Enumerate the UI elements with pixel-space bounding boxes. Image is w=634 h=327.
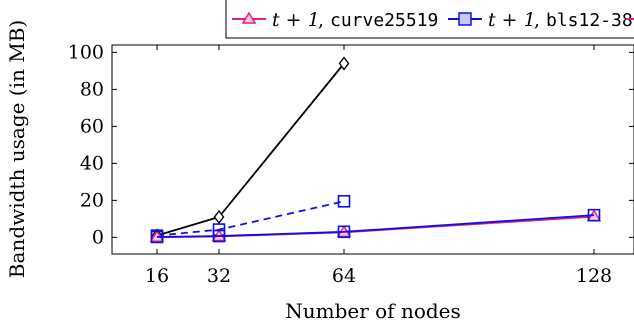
x-tick-label: 64: [332, 265, 356, 287]
x-axis-title: Number of nodes: [285, 299, 461, 323]
plot-frame: [111, 44, 634, 255]
x-tick-label: 32: [207, 265, 231, 287]
series-line-2: [156, 200, 345, 237]
legend-entry-bls12-381: t + 1 , bls12-381: [448, 9, 634, 31]
series-group: [149, 56, 602, 244]
square-marker: [587, 208, 601, 222]
legend-entry-curve25519: t + 1 , curve25519: [232, 9, 438, 31]
y-axis: 0 20 40 60 80 100: [68, 41, 634, 248]
diamond-marker: [338, 56, 350, 71]
y-tick-label: 40: [80, 152, 104, 174]
legend: t + 1 , curve25519 t + 1 , bls12-381: [225, 0, 634, 39]
legend-square-marker: [458, 12, 472, 26]
legend-label-sep-1: ,: [318, 9, 324, 31]
y-tick-label: 80: [80, 78, 104, 100]
legend-label-var-1: t + 1: [272, 9, 320, 31]
legend-triangle-marker: [241, 11, 257, 24]
legend-box: [225, 0, 634, 39]
series-line-3: [156, 62, 345, 237]
legend-label-sep-2: ,: [534, 9, 540, 31]
y-tick-label: 20: [80, 189, 104, 211]
y-tick-label: 60: [80, 115, 104, 137]
x-axis: 16 32 64 128: [145, 45, 612, 287]
y-tick-label: 100: [68, 41, 104, 63]
x-tick-label: 16: [145, 265, 169, 287]
diamond-marker: [213, 209, 225, 225]
y-tick-label: 0: [92, 226, 104, 248]
legend-label-var-2: t + 1: [488, 9, 536, 31]
square-marker: [212, 229, 226, 243]
legend-label-curve-2: bls12-381: [546, 10, 634, 31]
x-tick-label: 128: [576, 265, 612, 287]
y-axis-title: Bandwidth usage (in MB): [5, 20, 29, 278]
square-marker: [337, 194, 351, 208]
series-line-1: [156, 214, 595, 238]
square-marker: [337, 225, 351, 239]
square-marker: [150, 230, 164, 244]
legend-label-curve-1: curve25519: [330, 10, 438, 31]
